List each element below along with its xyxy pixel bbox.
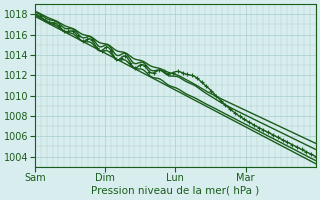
- X-axis label: Pression niveau de la mer( hPa ): Pression niveau de la mer( hPa ): [91, 186, 260, 196]
